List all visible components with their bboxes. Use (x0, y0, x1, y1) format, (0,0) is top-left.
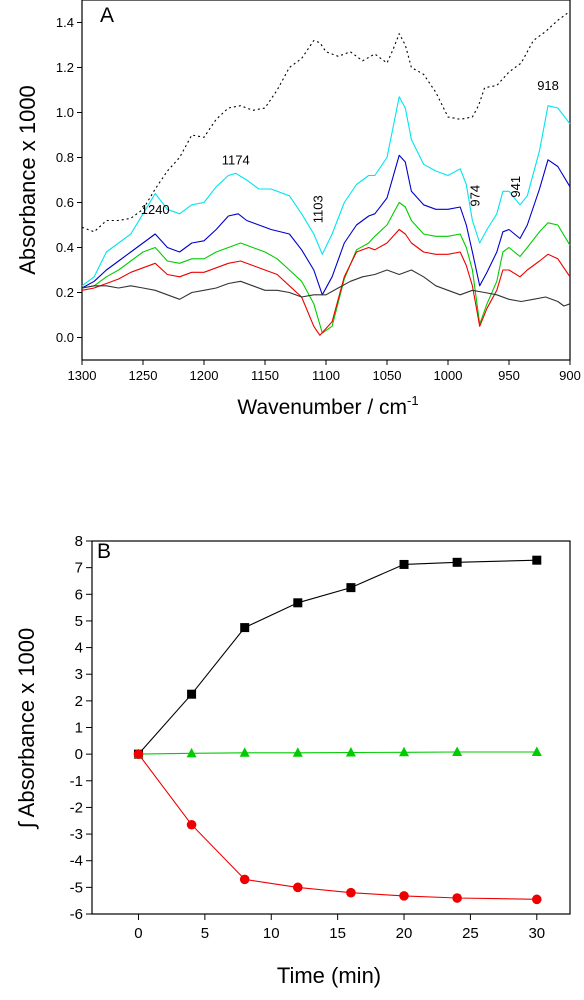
panel-b-triangle-marker (186, 747, 197, 758)
panel-b-x-tick-label: 30 (528, 925, 545, 942)
panel-b-plot-frame (91, 540, 571, 915)
panel-b-triangle-marker (345, 747, 356, 757)
panel-b-triangle-marker (399, 746, 410, 757)
panel-b-y-tick-label: 8 (75, 533, 83, 550)
panel-a-x-tick-label: 1300 (68, 368, 97, 383)
panel-a-x-tick-label: 1250 (129, 368, 158, 383)
panel-b-circle-marker (293, 882, 303, 893)
panel-b-y-tick-label: 1 (75, 720, 83, 737)
panel-b-y-axis-title: ∫ Absorbance x 1000 (14, 628, 39, 831)
panel-a-plot-frame (81, 0, 571, 361)
panel-b-y-tick-label: -3 (70, 826, 83, 843)
panel-b-y-tick-label: 3 (75, 666, 83, 683)
panel-b-x-tick-label: 25 (462, 925, 479, 942)
panel-b-y-tick-label: -4 (70, 853, 83, 870)
panel-a-y-tick-label: 0.8 (56, 150, 74, 165)
panel-a-peak-annotation: 974 (468, 185, 483, 207)
panel-a-peak-annotation: 941 (508, 176, 523, 198)
panel-b-square-marker (346, 583, 356, 593)
panel-a-series-line (81, 96, 571, 287)
panel-a-peak-annotation: 1174 (222, 152, 250, 167)
panel-b-square-marker (240, 623, 250, 633)
panel-a-x-tick-label: 950 (498, 368, 520, 383)
panel-b-letter: B (97, 540, 111, 563)
panel-a-x-tick-label: 1150 (251, 368, 279, 383)
panel-a-x-axis-title: Wavenumber / cm-1 (237, 393, 418, 419)
panel-b-y-tick-label: 6 (75, 586, 83, 603)
panel-a-y-tick-label: 1.4 (56, 15, 74, 30)
panel-b-x-tick-label: 5 (201, 925, 209, 942)
panel-b-circle-marker (346, 887, 356, 898)
panel-a-x-axis-title-superscript: -1 (407, 393, 419, 408)
panel-b-x-tick-label: 15 (329, 925, 346, 942)
panel-a-x-tick-label: 1100 (312, 368, 340, 383)
panel-b-y-tick-label: 4 (75, 640, 83, 657)
panel-b-triangle-marker (239, 747, 250, 757)
panel-a-series-line (81, 10, 571, 233)
panel-b-y-tick-label: -6 (70, 906, 83, 923)
panel-b-x-tick-label: 10 (263, 925, 280, 942)
panel-b-y-tick-label: -2 (70, 799, 83, 816)
panel-b-y-tick-label: 5 (75, 613, 83, 630)
panel-a-y-tick-label: 0.6 (56, 195, 74, 210)
panel-a-y-tick-label: 1.0 (56, 105, 74, 120)
panel-b-series-line (138, 751, 537, 755)
panel-a-peak-annotation: 1240 (141, 202, 170, 217)
panel-b-triangle-marker (452, 746, 463, 757)
panel-a-letter: A (100, 4, 114, 27)
panel-a-series-line (81, 228, 571, 336)
panel-b-y-tick-label: 0 (75, 746, 83, 763)
panel-b-triangle-marker (531, 746, 542, 757)
panel-a-y-tick-label: 0.4 (56, 240, 74, 255)
panel-b-square-marker (399, 559, 409, 569)
panel-b-circle-marker (532, 894, 542, 905)
panel-b-circle-marker (186, 819, 197, 830)
panel-a-peak-annotation: 1103 (310, 195, 325, 223)
panel-a-y-tick-label: 0.0 (56, 330, 74, 345)
panel-a-y-tick-label: 1.2 (56, 60, 74, 75)
panel-b-square-marker (187, 689, 197, 699)
panel-b-y-tick-label: 2 (75, 693, 83, 710)
panel-a-series-line (81, 154, 571, 296)
panel-b-circle-marker (399, 891, 409, 901)
panel-b-x-tick-label: 0 (134, 925, 142, 942)
panel-a-x-tick-label: 1200 (190, 368, 219, 383)
panel-a-peak-annotation: 918 (537, 78, 559, 93)
panel-b-circle-marker (452, 893, 462, 903)
panel-b-square-marker (452, 557, 462, 567)
panel-b-x-axis-title: Time (min) (277, 963, 381, 988)
panel-a-series-line (81, 201, 571, 334)
panel-b-circle-marker (133, 749, 144, 759)
panel-a-x-tick-label: 900 (559, 368, 581, 383)
panel-a-chart: A Wavenumber / cm-1 Absorbance x 1000 13… (15, 0, 581, 419)
panel-b-x-tick-label: 20 (396, 925, 413, 942)
panel-a-x-tick-label: 1050 (373, 368, 402, 383)
panel-b-y-tick-label: 7 (75, 560, 83, 577)
panel-a-series-line (81, 269, 571, 307)
panel-a-y-tick-label: 0.2 (56, 285, 74, 300)
panel-b-series-line (138, 559, 537, 755)
panel-b-y-tick-label: -1 (70, 773, 83, 790)
panel-b-triangle-marker (292, 747, 303, 757)
panel-a-y-axis-title: Absorbance x 1000 (15, 85, 40, 275)
panel-b-chart: B Time (min) ∫ Absorbance x 1000 0 5 10 15 2… (14, 533, 571, 988)
panel-b-y-tick-label: -5 (70, 879, 83, 896)
panel-b-square-marker (532, 555, 542, 565)
panel-a-x-tick-label: 1000 (434, 368, 463, 383)
panel-b-series-line (138, 753, 537, 900)
panel-b-square-marker (293, 598, 303, 608)
panel-b-circle-marker (239, 874, 250, 885)
